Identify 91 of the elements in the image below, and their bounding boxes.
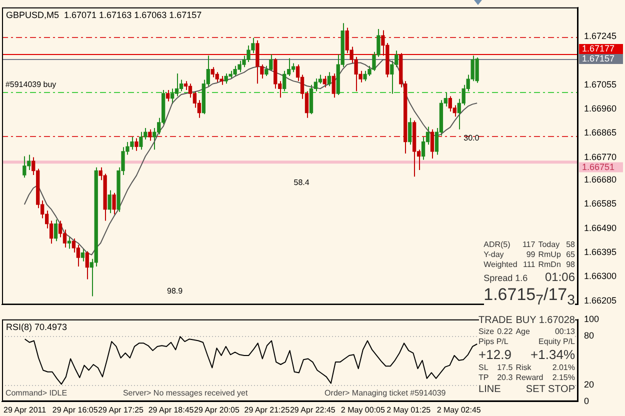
y-tick-label: 80 xyxy=(584,330,594,340)
text: 17.5 xyxy=(497,363,513,373)
candlestick xyxy=(148,128,152,142)
x-tick-label: 29 Apr 17:25 xyxy=(98,405,144,414)
candlestick xyxy=(282,70,286,92)
y-tick-label: 1.66205 xyxy=(584,295,617,306)
y-tick-label: 1.67055 xyxy=(584,79,617,90)
x-tick-label: 29 Apr 16:05 xyxy=(52,405,98,414)
annotation: LINE xyxy=(478,383,502,396)
y-tick-label: 1.66300 xyxy=(584,271,617,282)
candlestick xyxy=(134,138,138,152)
annotation: Command> IDLE xyxy=(5,388,68,398)
candlestick xyxy=(67,236,72,250)
y-tick-label: 1.67245 xyxy=(584,31,617,42)
y-tick-label: 1.66585 xyxy=(584,198,617,209)
candlestick xyxy=(322,75,327,88)
candlestick xyxy=(54,219,58,242)
x-tick-label: 29 Apr 20:05 xyxy=(194,405,240,414)
x-tick-label: 2 May 02:45 xyxy=(436,405,482,414)
x-tick-label: 2 May 00:05 xyxy=(340,405,386,414)
candlestick xyxy=(174,72,179,97)
annotation: TRADE xyxy=(478,314,513,327)
text: 99 xyxy=(525,250,536,260)
text: 117 xyxy=(521,240,536,250)
y-tick-label: 1.66680 xyxy=(584,174,617,185)
text: Reward xyxy=(516,373,544,383)
y-tick-label: 1.66960 xyxy=(584,103,617,114)
candlestick xyxy=(332,72,336,98)
annotation: 58.4 xyxy=(294,178,310,187)
candlestick xyxy=(430,128,434,160)
y-tick-label: 20 xyxy=(584,379,594,390)
text: Today xyxy=(538,240,561,250)
text: 2.01% xyxy=(551,363,575,373)
text: 01:06 xyxy=(544,270,575,285)
text: SET STOP xyxy=(524,383,575,396)
text: 00:13 xyxy=(554,327,575,337)
text: Weighted xyxy=(484,260,518,270)
annotation: Size xyxy=(478,327,494,337)
candlestick xyxy=(166,89,170,102)
annotation: +12.9 xyxy=(478,347,512,363)
candlestick xyxy=(22,156,26,178)
annotation: Order> Managing ticket #5914039 xyxy=(324,388,446,398)
text: Spread 1.6 xyxy=(484,272,529,284)
x-tick-label: 2 May 01:25 xyxy=(386,405,432,414)
candlestick xyxy=(139,131,143,150)
text: 98 xyxy=(565,260,575,270)
chart-title: GBPUSD,M5 1.67071 1.67163 1.67063 1.67157 xyxy=(6,10,202,20)
text: Y-day xyxy=(484,250,505,260)
y-tick-label: 1.66770 xyxy=(584,152,617,162)
text: BUY 1.67028 xyxy=(516,314,575,327)
text: 1.6715$_{7}$/17$_{3}$ xyxy=(484,285,575,310)
x-tick-label: 29 Apr 21:25 xyxy=(244,405,290,414)
text: RmUp xyxy=(538,250,562,260)
annotation: #5914039 buy xyxy=(5,80,56,89)
candlestick xyxy=(327,72,331,87)
y-tick-label: 1.66395 xyxy=(584,247,617,258)
annotation: 98.9 xyxy=(167,286,184,296)
text: Age xyxy=(516,327,531,337)
y-tick-label: 100 xyxy=(584,314,600,324)
annotation: Pips P/L xyxy=(478,337,510,347)
candlestick xyxy=(421,136,426,160)
text: 2.15% xyxy=(551,373,575,383)
text: 58 xyxy=(565,240,575,250)
x-tick-label: 29 Apr 22:45 xyxy=(290,405,336,414)
candlestick xyxy=(80,248,84,262)
text: 111 xyxy=(522,260,536,270)
band-label: 1.66751 xyxy=(582,162,615,172)
text: 20.3 xyxy=(497,373,513,383)
y-tick-label: 1.66490 xyxy=(584,222,617,233)
ref-line-label: 1.67157 xyxy=(582,53,615,64)
chart-title: RSI(8) 70.4973 xyxy=(6,322,68,332)
ref-line-label: 1.67177 xyxy=(582,43,615,54)
text: Equity P/L xyxy=(538,337,575,347)
text: 65 xyxy=(565,250,575,260)
text: +1.34% xyxy=(530,347,575,363)
candlestick xyxy=(170,88,174,104)
candlestick xyxy=(108,190,112,214)
candlestick xyxy=(408,117,412,146)
text: Risk xyxy=(516,363,532,373)
x-tick-label: 29 Apr 18:45 xyxy=(148,405,194,414)
y-tick-label: 1.66865 xyxy=(584,128,617,138)
text: 0.22 xyxy=(497,327,513,337)
annotation: Server> No messages received yet xyxy=(122,388,248,398)
candlestick xyxy=(112,192,116,215)
annotation: SL xyxy=(478,363,490,373)
annotation: TP xyxy=(478,373,490,383)
x-tick-label: 29 Apr 2011 xyxy=(4,405,47,414)
candlestick xyxy=(85,250,89,280)
text: ADR(5) xyxy=(484,240,512,250)
text: RmDn xyxy=(538,260,562,270)
y-tick-label: 0 xyxy=(584,396,590,406)
